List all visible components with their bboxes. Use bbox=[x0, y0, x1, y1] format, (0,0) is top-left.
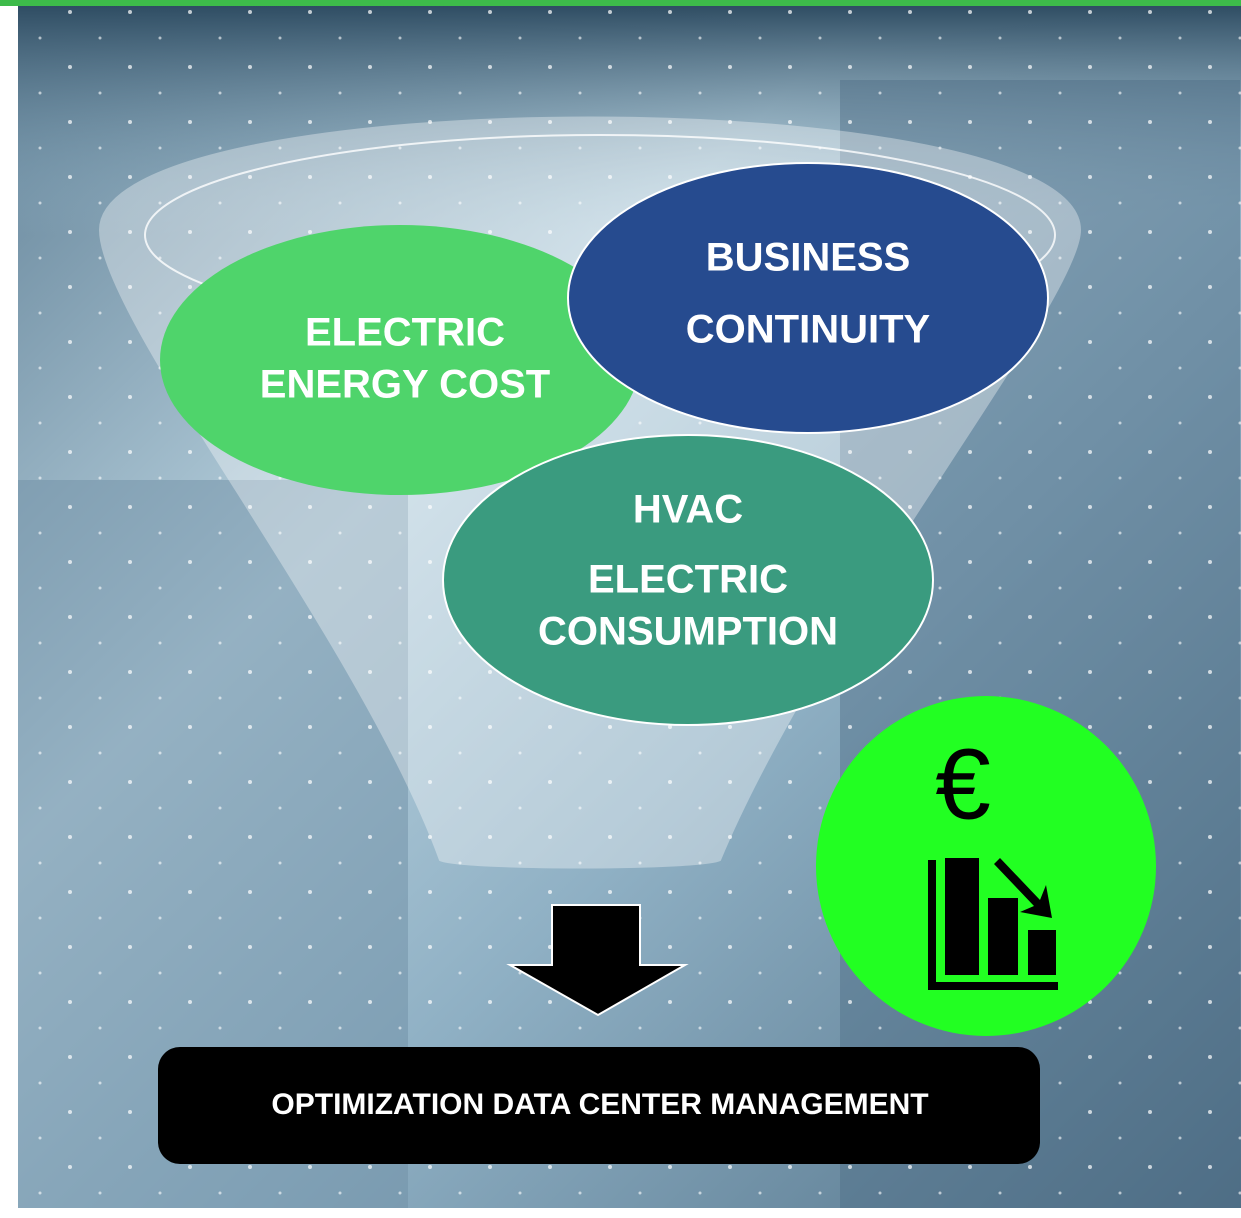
result-label: OPTIMIZATION DATA CENTER MANAGEMENT bbox=[271, 1088, 928, 1121]
euro-symbol: € bbox=[935, 728, 991, 840]
node-label: ENERGY COST bbox=[260, 363, 550, 407]
diagram: ELECTRIC ENERGY COST BUSINESS CONTINUITY… bbox=[0, 0, 1241, 1218]
node-label: BUSINESS bbox=[706, 236, 911, 280]
node-label: CONTINUITY bbox=[686, 308, 931, 352]
top-bar bbox=[0, 0, 1241, 6]
node-label: ELECTRIC bbox=[305, 311, 505, 355]
node-label: HVAC bbox=[633, 488, 743, 532]
node-ellipse bbox=[568, 163, 1048, 433]
node-label: ELECTRIC bbox=[588, 558, 788, 602]
node-label: CONSUMPTION bbox=[538, 610, 838, 654]
